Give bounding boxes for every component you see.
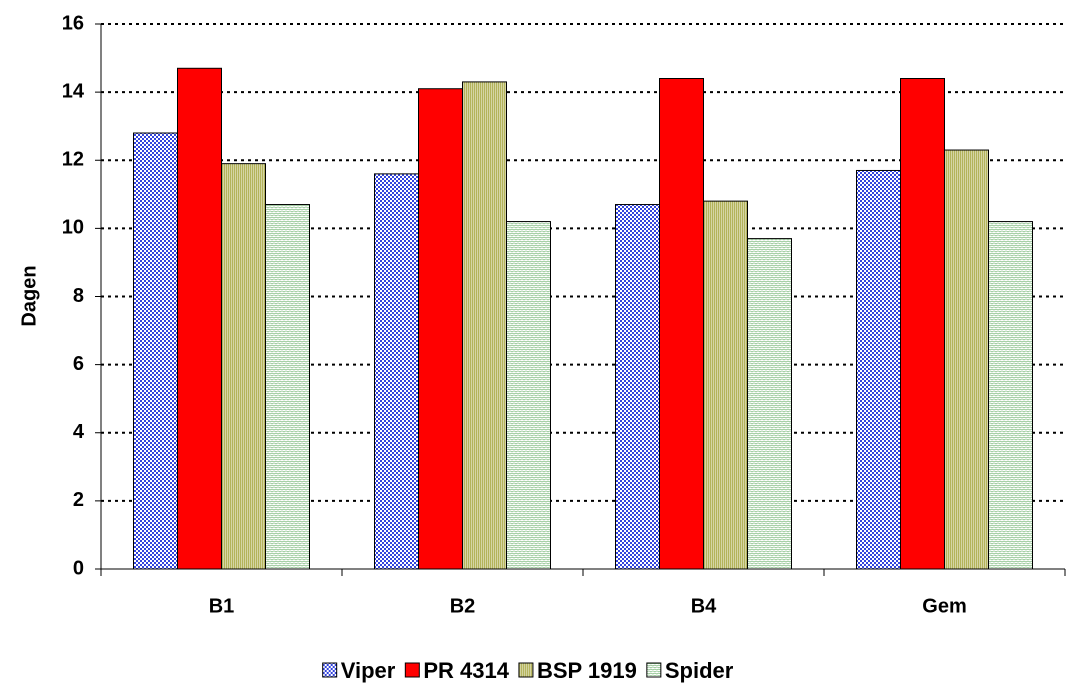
legend-label: Viper: [341, 658, 396, 683]
bar: [944, 149, 989, 570]
legend-swatch: [518, 662, 534, 678]
legend-item: BSP 1919: [518, 658, 637, 683]
bar: [747, 238, 792, 570]
x-tick-label: B2: [450, 595, 476, 617]
bar: [374, 173, 419, 570]
legend-item: Viper: [322, 658, 396, 683]
bar: [856, 169, 901, 570]
legend-label: PR 4314: [423, 658, 509, 683]
y-tick-label: 14: [62, 80, 85, 102]
bar: [462, 81, 507, 570]
y-axis-label: Dagen: [18, 265, 40, 326]
legend-swatch: [646, 662, 662, 678]
x-tick-label: Gem: [922, 595, 966, 617]
bar: [177, 67, 222, 570]
y-tick-label: 0: [73, 557, 84, 579]
bar: [265, 204, 310, 570]
x-tick-label: B4: [691, 595, 717, 617]
x-tick-label: B1: [209, 595, 235, 617]
legend-label: Spider: [665, 658, 734, 683]
y-tick-label: 8: [73, 285, 84, 307]
legend-item: PR 4314: [404, 658, 510, 683]
bar: [133, 132, 178, 570]
y-tick-label: 16: [62, 12, 84, 34]
y-tick-label: 6: [73, 353, 84, 375]
bar: [659, 78, 704, 570]
y-tick-label: 4: [73, 421, 85, 443]
legend-swatch: [322, 662, 338, 678]
bar: [418, 88, 463, 570]
bar: [221, 163, 266, 570]
legend-item: Spider: [646, 658, 734, 683]
bar: [703, 200, 748, 570]
legend-swatch: [404, 662, 420, 678]
legend-label: BSP 1919: [537, 658, 637, 683]
y-tick-label: 10: [62, 217, 84, 239]
y-tick-label: 2: [73, 489, 84, 511]
y-tick-label: 12: [62, 149, 84, 171]
bar: [506, 221, 551, 570]
bar: [988, 221, 1033, 570]
bar: [615, 204, 660, 570]
bar: [900, 78, 945, 570]
